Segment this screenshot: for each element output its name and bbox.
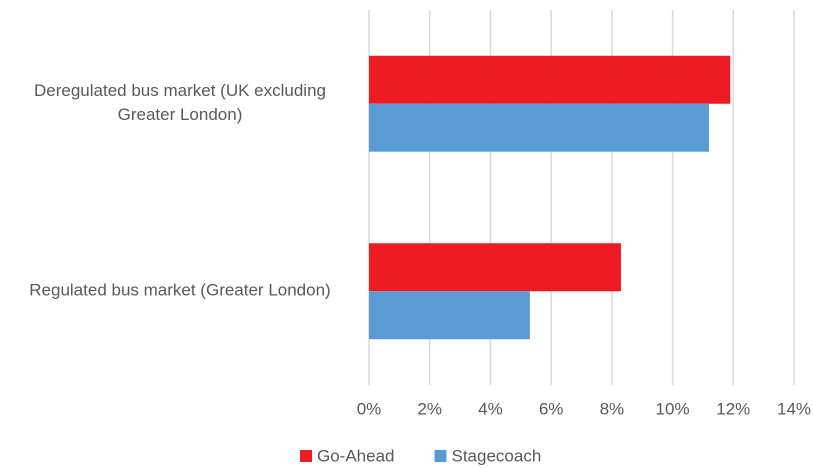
bar [369, 55, 731, 104]
y-tick-label: Regulated bus market (Greater London) [29, 281, 330, 300]
x-tick-label: 14% [777, 399, 811, 418]
x-tick-label: 6% [539, 399, 564, 418]
x-tick-label: 10% [656, 399, 690, 418]
x-tick-label: 12% [716, 399, 750, 418]
x-tick-label: 0% [357, 399, 382, 418]
bar [369, 103, 709, 152]
bar [369, 291, 530, 340]
y-tick-label: Deregulated bus market (UK excluding Grea… [34, 81, 326, 124]
x-tick-label: 4% [478, 399, 503, 418]
legend-swatch [434, 450, 447, 462]
legend-label: Go-Ahead [317, 446, 395, 465]
x-tick-label: 2% [417, 399, 442, 418]
bar [369, 243, 621, 292]
legend-swatch [300, 450, 312, 462]
x-tick-label: 8% [600, 399, 625, 418]
legend-label: Stagecoach [452, 446, 542, 465]
